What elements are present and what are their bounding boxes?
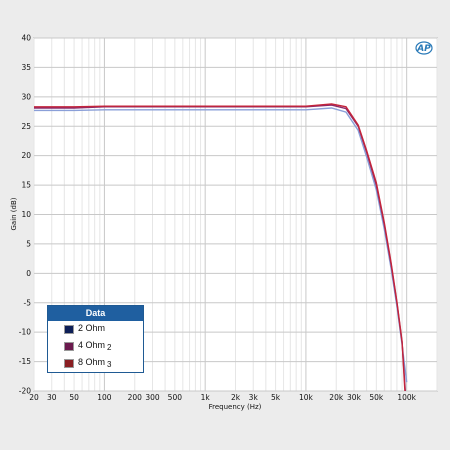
y-tick-label: -15 (19, 357, 31, 366)
x-tick-label: 30k (347, 393, 362, 402)
y-axis-label: Gain (dB) (10, 197, 18, 230)
major-gridlines (34, 37, 437, 392)
x-tick-label: 20 (29, 393, 39, 402)
y-tick-label: 20 (21, 151, 31, 160)
series-layer (34, 103, 408, 392)
ap-logo-icon: AP (415, 41, 433, 55)
x-tick-labels: 20 30 50 100 200 300 500 1k 2k 3k 5k 10k 20k 30k 50k 10… (29, 393, 416, 402)
x-tick-label: 20k (329, 393, 344, 402)
legend-swatch (64, 325, 74, 334)
x-tick-label: 5k (271, 393, 281, 402)
legend-label: 4 Ohm 2 (78, 340, 112, 352)
y-tick-label: -20 (19, 387, 31, 396)
legend-label: 8 Ohm 3 (78, 357, 112, 369)
legend: Data 2 Ohm 4 Ohm 2 8 Ohm 3 (47, 305, 144, 373)
x-tick-label: 2k (231, 393, 241, 402)
y-tick-label: 15 (21, 181, 31, 190)
y-tick-label: 25 (21, 122, 31, 131)
x-tick-label: 3k (249, 393, 259, 402)
legend-title: Data (48, 306, 143, 321)
legend-item-2-ohm: 2 Ohm (48, 321, 143, 338)
x-tick-label: 30 (47, 393, 57, 402)
y-tick-label: 30 (21, 92, 31, 101)
x-tick-label: 500 (168, 393, 183, 402)
legend-swatch (64, 342, 74, 351)
y-tick-label: -5 (24, 298, 32, 307)
x-tick-label: 1k (201, 393, 211, 402)
x-tick-label: 200 (128, 393, 143, 402)
legend-item-8-ohm: 8 Ohm 3 (48, 355, 143, 372)
legend-item-4-ohm: 4 Ohm 2 (48, 338, 143, 355)
x-tick-label: 100k (397, 393, 416, 402)
y-tick-label: 40 (21, 34, 31, 43)
legend-sub-index: 3 (107, 360, 112, 369)
y-tick-label: 10 (21, 210, 31, 219)
x-tick-label: 100 (97, 393, 112, 402)
svg-text:AP: AP (416, 44, 431, 54)
x-tick-label: 300 (145, 393, 160, 402)
x-tick-label: 10k (299, 393, 314, 402)
legend-sub-index: 2 (107, 343, 112, 352)
x-axis-label: Frequency (Hz) (209, 403, 262, 411)
legend-swatch (64, 359, 74, 368)
y-tick-label: 5 (26, 239, 31, 248)
series-line-8-ohm (34, 103, 406, 392)
y-tick-label: -10 (19, 328, 31, 337)
y-tick-labels: 40 35 30 25 20 15 10 5 0 -5 -10 -15 -20 (19, 34, 31, 396)
x-tick-label: 50k (369, 393, 384, 402)
y-tick-label: 35 (21, 63, 31, 72)
x-tick-label: 50 (69, 393, 79, 402)
legend-label: 2 Ohm (78, 323, 106, 333)
y-tick-label: 0 (26, 269, 31, 278)
